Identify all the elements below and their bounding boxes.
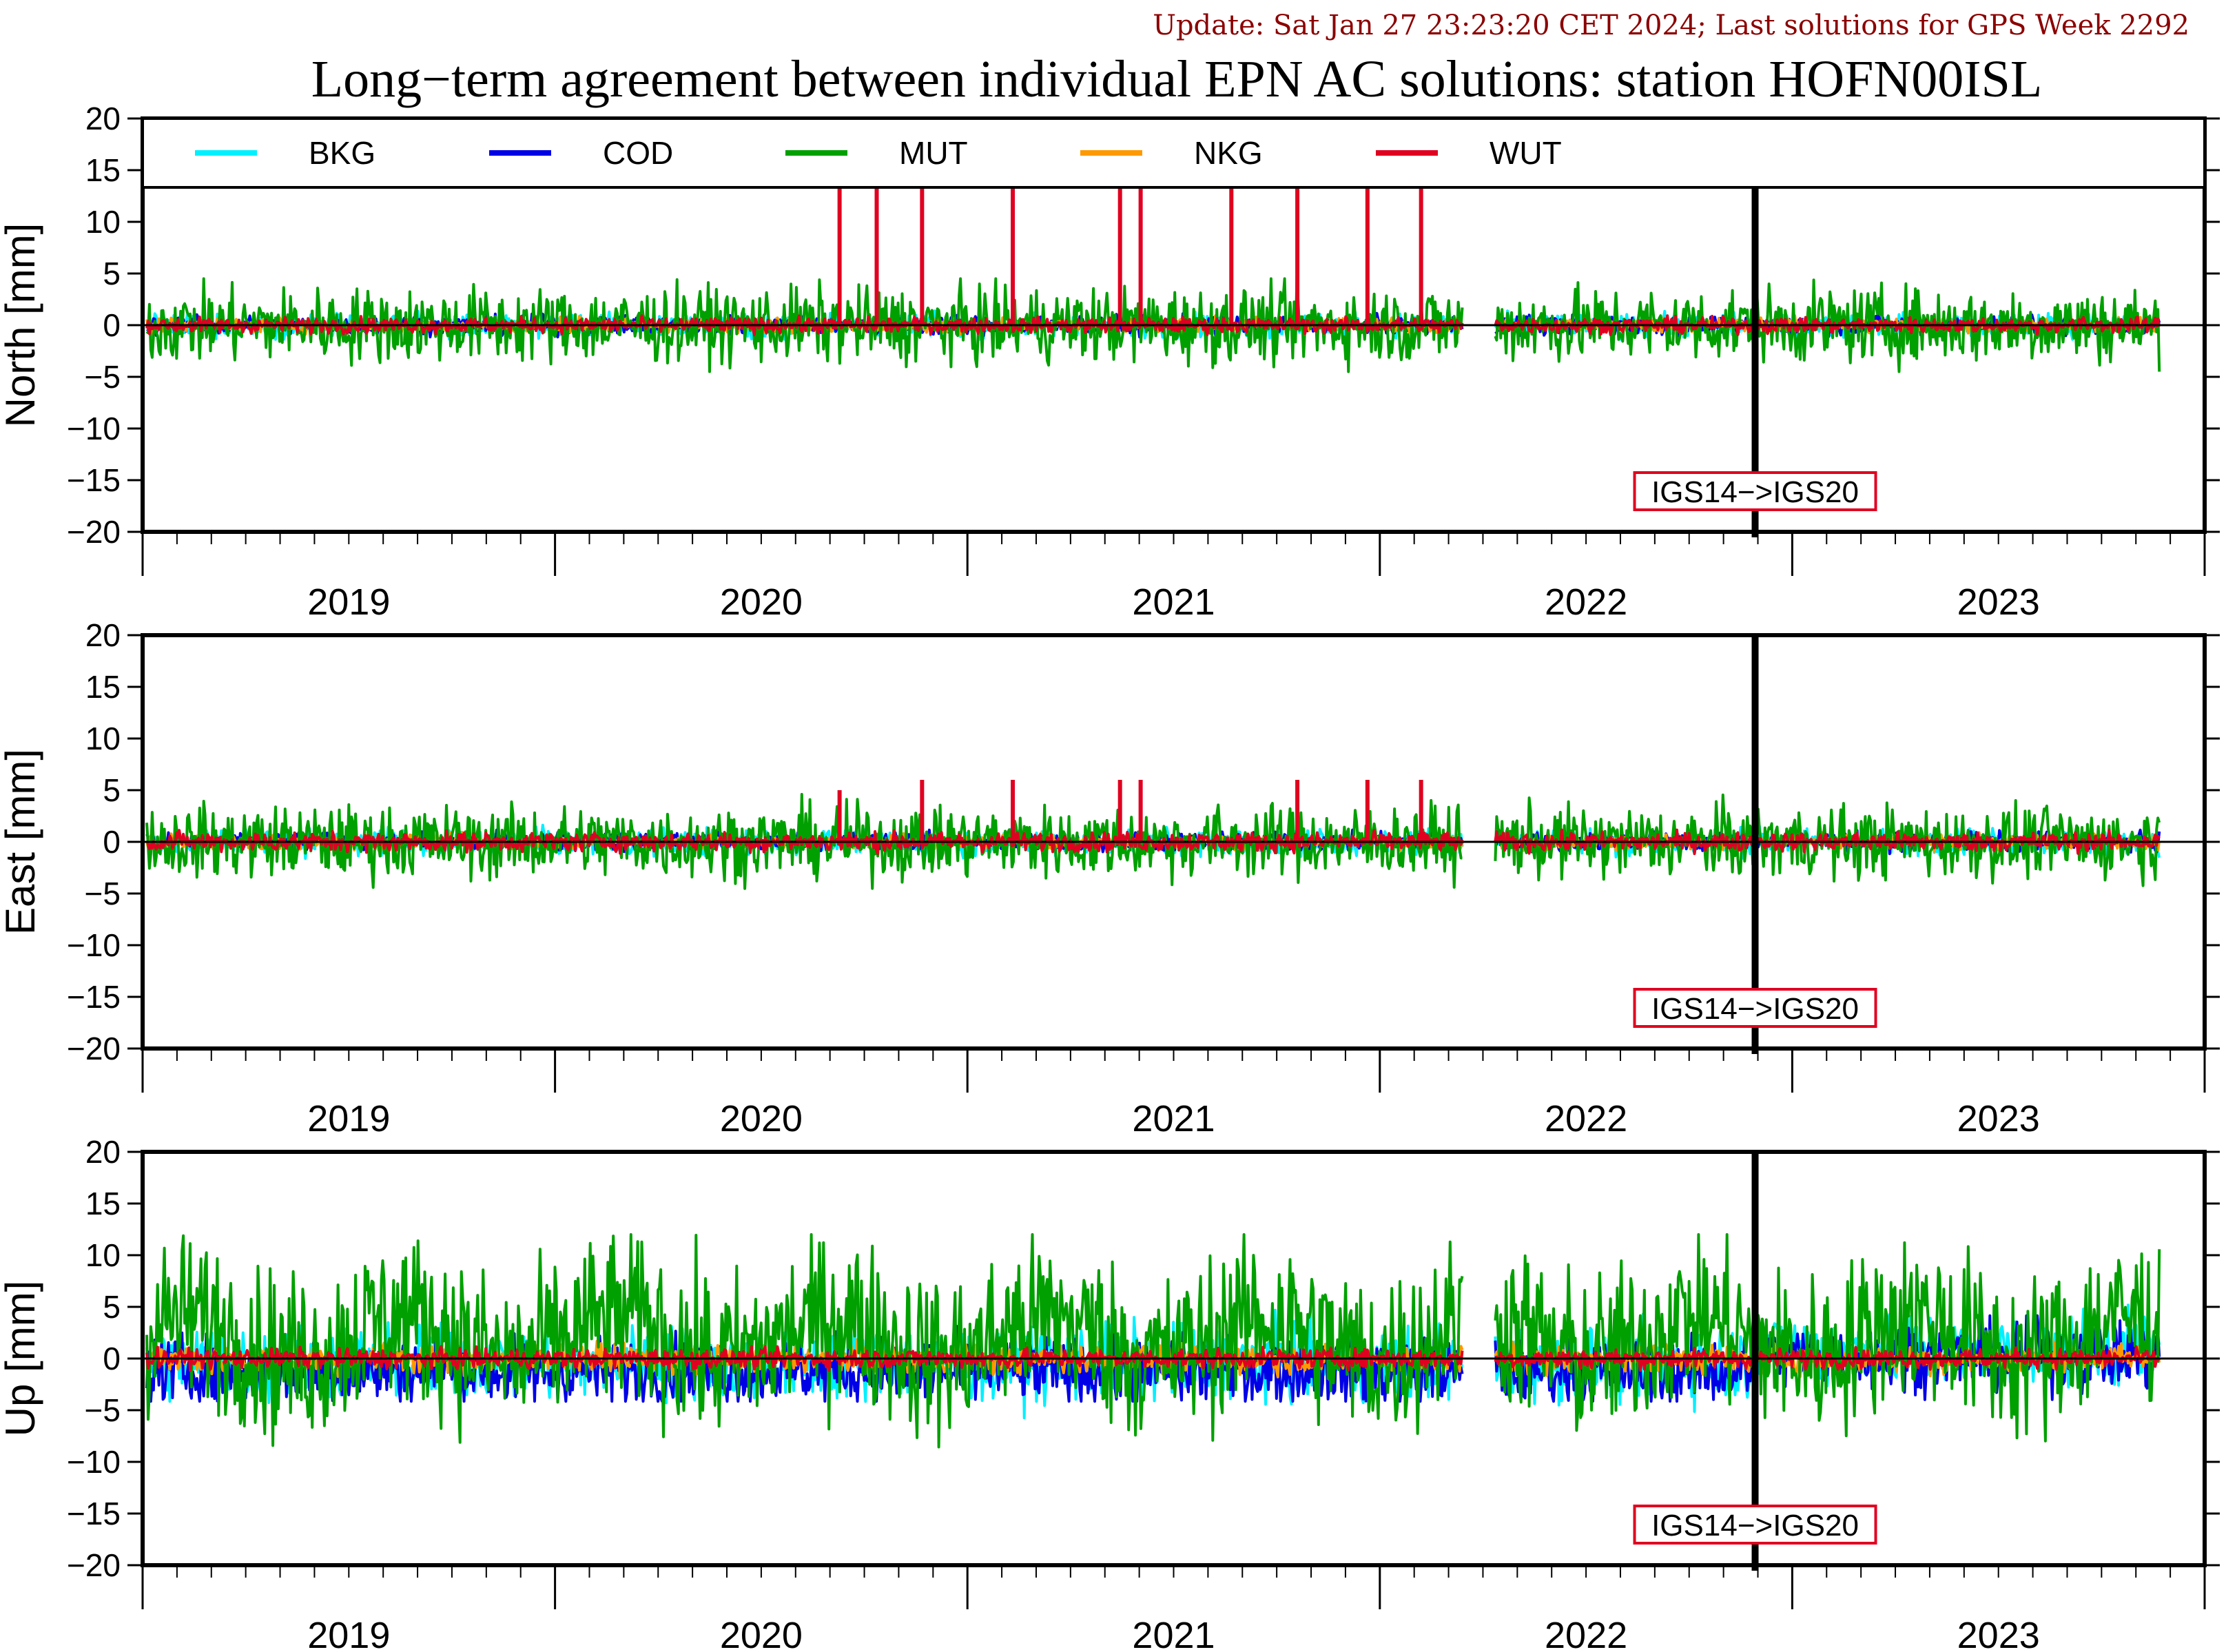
legend-label: WUT (1490, 135, 1562, 171)
y-axis-label: North [mm] (0, 223, 43, 428)
annotation-box (1633, 1505, 1877, 1545)
legend: BKG COD MUT NKG WUT (141, 117, 2206, 189)
y-tick-label: 0 (103, 307, 121, 343)
y-tick-label: 20 (85, 101, 121, 136)
x-tick-label: 2022 (1545, 581, 1627, 623)
annotation-text: IGS14−>IGS20 (1651, 475, 1859, 509)
y-tick-label: −20 (67, 1031, 121, 1066)
legend-item-mut: MUT (785, 135, 968, 171)
x-tick-label: 2020 (720, 581, 803, 623)
y-tick-label: −10 (67, 1444, 121, 1480)
legend-item-nkg: NKG (1080, 135, 1263, 171)
update-line: Update: Sat Jan 27 23:23:20 CET 2024; La… (1153, 10, 2189, 41)
x-tick-label: 2021 (1132, 1615, 1215, 1652)
x-tick-label: 2023 (1957, 1098, 2040, 1139)
y-tick-label: −5 (85, 1392, 121, 1428)
panel-1: 20 15 10 5 0 −5 −10 −15 −20 East [mm] 2019 2020 2021… (0, 617, 2220, 1139)
y-tick-label: 10 (85, 721, 121, 756)
y-tick-label: −20 (67, 514, 121, 550)
series-wut-line (145, 1345, 2161, 1372)
y-tick-label: −15 (67, 979, 121, 1015)
series-mut-line (145, 1233, 2161, 1449)
y-tick-label: −10 (67, 411, 121, 446)
y-tick-label: 20 (85, 617, 121, 653)
annotation-box (1633, 988, 1877, 1028)
y-tick-label: −15 (67, 1496, 121, 1531)
x-tick-label: 2021 (1132, 581, 1215, 623)
legend-item-bkg: BKG (195, 135, 375, 171)
x-tick-label: 2020 (720, 1098, 803, 1139)
y-tick-label: −20 (67, 1547, 121, 1583)
y-tick-label: 10 (85, 1237, 121, 1273)
legend-item-wut: WUT (1376, 135, 1562, 171)
y-tick-label: 5 (103, 772, 121, 808)
y-tick-label: −5 (85, 876, 121, 911)
x-tick-label: 2022 (1545, 1098, 1627, 1139)
legend-label: BKG (309, 135, 375, 171)
frame-change-annotation: IGS14−>IGS20 (1633, 1505, 1877, 1545)
frame-change-annotation: IGS14−>IGS20 (1633, 988, 1877, 1028)
x-tick-label: 2022 (1545, 1615, 1627, 1652)
y-tick-label: 15 (85, 1186, 121, 1221)
y-tick-label: −15 (67, 462, 121, 498)
legend-item-cod: COD (489, 135, 673, 171)
legend-label: NKG (1194, 135, 1263, 171)
y-tick-label: −5 (85, 359, 121, 395)
y-tick-label: 5 (103, 1289, 121, 1325)
y-tick-label: 0 (103, 1341, 121, 1376)
y-tick-label: 0 (103, 824, 121, 860)
x-tick-label: 2019 (307, 581, 390, 623)
frame-change-annotation: IGS14−>IGS20 (1633, 471, 1877, 511)
annotation-box (1633, 471, 1877, 511)
x-tick-label: 2023 (1957, 581, 2040, 623)
y-tick-label: 10 (85, 204, 121, 240)
y-tick-label: −10 (67, 927, 121, 963)
x-tick-label: 2019 (307, 1098, 390, 1139)
y-tick-label: 15 (85, 669, 121, 705)
x-tick-label: 2023 (1957, 1615, 2040, 1652)
x-tick-label: 2020 (720, 1615, 803, 1652)
x-tick-label: 2021 (1132, 1098, 1215, 1139)
y-tick-label: 5 (103, 256, 121, 291)
panel-2: 20 15 10 5 0 −5 −10 −15 −20 Up [mm] 2019 2020 2021 20… (0, 1134, 2220, 1652)
legend-box (141, 117, 2206, 189)
y-tick-label: 20 (85, 1134, 121, 1170)
series-wut-line (145, 314, 2161, 336)
annotation-text: IGS14−>IGS20 (1651, 992, 1859, 1026)
annotation-text: IGS14−>IGS20 (1651, 1509, 1859, 1542)
y-tick-label: 15 (85, 152, 121, 188)
legend-label: MUT (899, 135, 968, 171)
y-axis-label: East [mm] (0, 749, 43, 935)
chart-title: Long−term agreement between individual E… (311, 50, 2043, 108)
x-tick-label: 2019 (307, 1615, 390, 1652)
y-axis-label: Up [mm] (0, 1281, 43, 1437)
legend-label: COD (603, 135, 673, 171)
